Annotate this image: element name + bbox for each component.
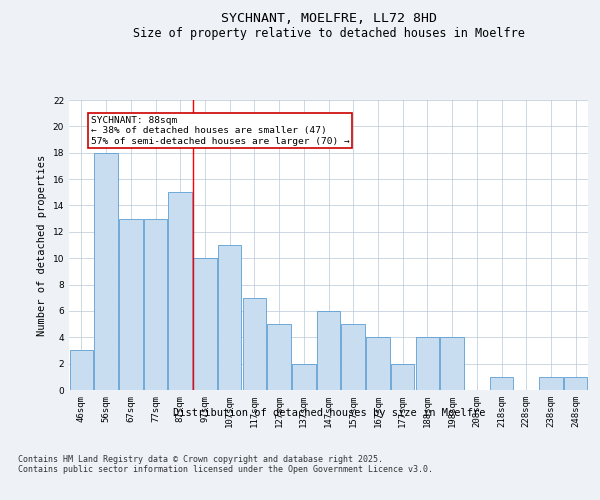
Bar (169, 192, 192, 390)
Bar (242, 298, 266, 390)
Bar (341, 324, 365, 390)
Bar (193, 258, 217, 390)
Bar (391, 364, 415, 390)
Bar (564, 377, 587, 390)
Bar (119, 218, 143, 390)
Text: Contains HM Land Registry data © Crown copyright and database right 2025.
Contai: Contains HM Land Registry data © Crown c… (18, 455, 433, 474)
Text: Size of property relative to detached houses in Moelfre: Size of property relative to detached ho… (133, 28, 525, 40)
Bar (539, 377, 563, 390)
Bar (70, 350, 93, 390)
Y-axis label: Number of detached properties: Number of detached properties (37, 154, 47, 336)
Text: Distribution of detached houses by size in Moelfre: Distribution of detached houses by size … (173, 408, 485, 418)
Bar (292, 364, 316, 390)
Bar (440, 338, 464, 390)
Bar (490, 377, 513, 390)
Bar (317, 311, 340, 390)
Bar (144, 218, 167, 390)
Bar (366, 338, 389, 390)
Bar (416, 338, 439, 390)
Bar (218, 245, 241, 390)
Text: SYCHNANT: 88sqm
← 38% of detached houses are smaller (47)
57% of semi-detached h: SYCHNANT: 88sqm ← 38% of detached houses… (91, 116, 349, 146)
Bar (94, 152, 118, 390)
Text: SYCHNANT, MOELFRE, LL72 8HD: SYCHNANT, MOELFRE, LL72 8HD (221, 12, 437, 26)
Bar (268, 324, 291, 390)
